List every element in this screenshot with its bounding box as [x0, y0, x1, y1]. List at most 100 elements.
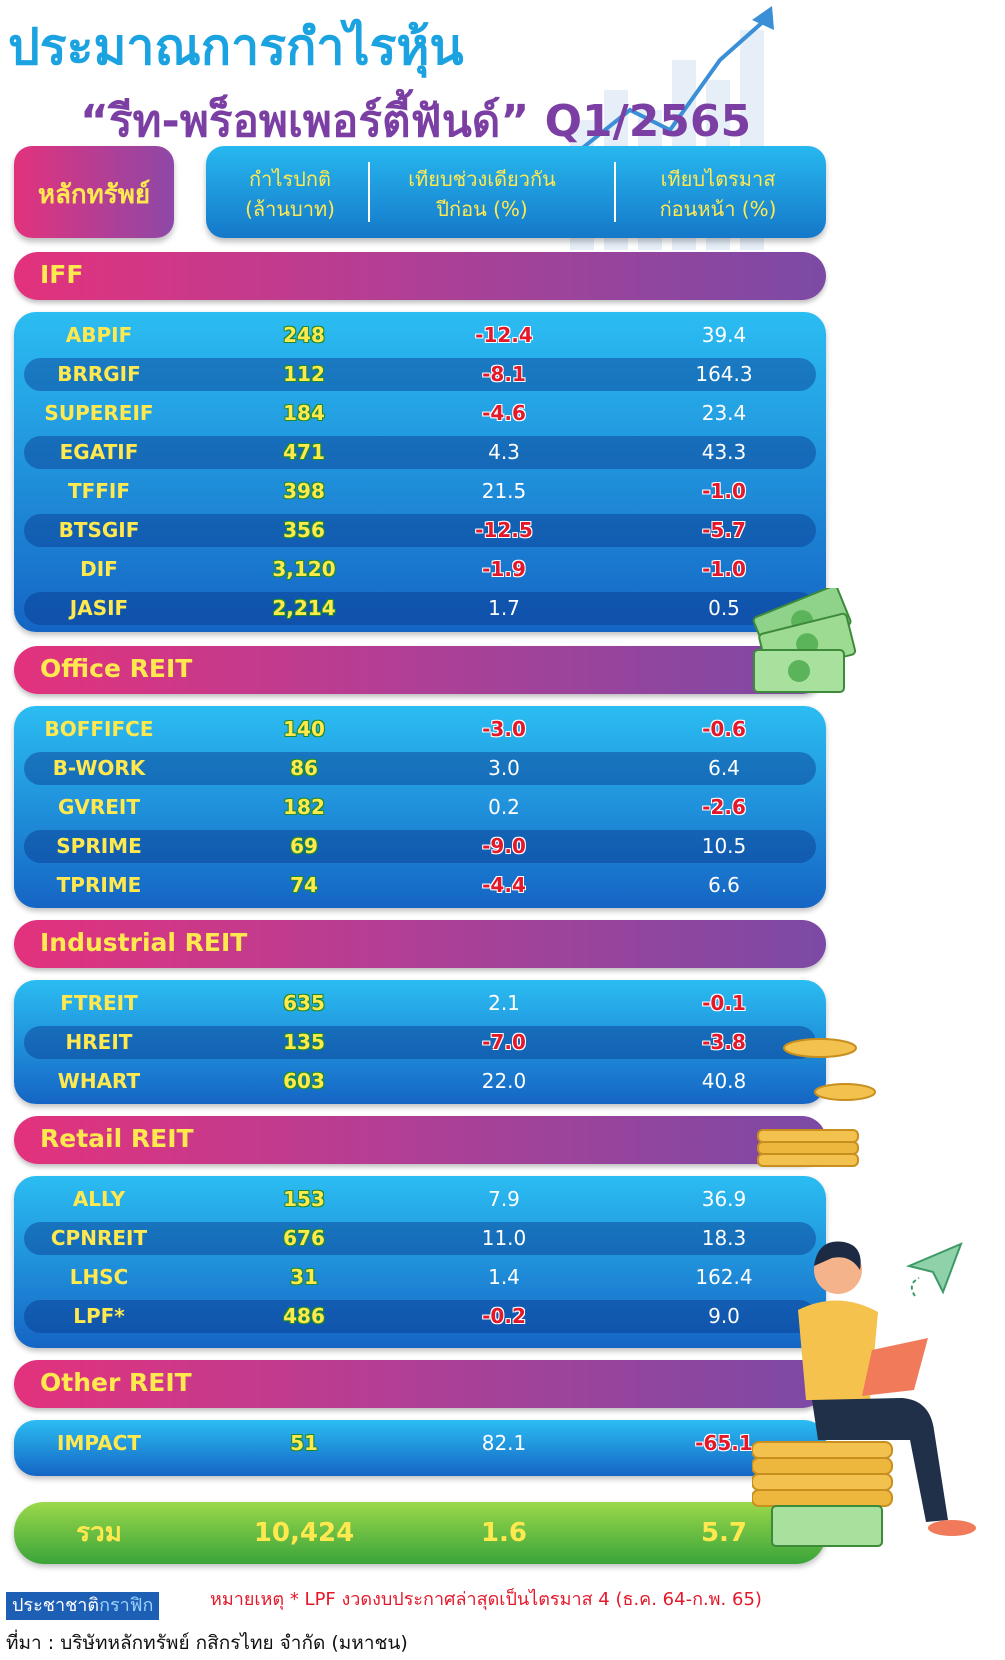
source-text: ที่มา : บริษัทหลักทรัพย์ กสิกรไทย จำกัด … — [6, 1632, 408, 1654]
table-row: FTREIT 635 2.1 -0.1 — [14, 984, 826, 1023]
qoq-change: -1.0 — [702, 557, 746, 581]
profit-value: 182 — [283, 795, 325, 819]
yoy-change: -7.0 — [482, 1030, 526, 1054]
profit-value: 248 — [283, 323, 325, 347]
table-row: B-WORK 86 3.0 6.4 — [14, 749, 826, 788]
person-with-laptop-icon — [752, 1241, 976, 1547]
table-row: GVREIT 182 0.2 -2.6 — [14, 788, 826, 827]
security-name: JASIF — [69, 596, 129, 620]
section-label: Retail REIT — [40, 1124, 194, 1153]
yoy-change: 82.1 — [481, 1431, 527, 1455]
security-name: GVREIT — [57, 795, 141, 819]
title-line-1: ประมาณการกำไรหุ้น — [8, 18, 464, 76]
header-yoy-line1: เทียบช่วงเดียวกัน — [408, 167, 556, 191]
profit-value: 398 — [283, 479, 325, 503]
yoy-change: -12.4 — [475, 323, 533, 347]
table-row: BOFFIFCE 140 -3.0 -0.6 — [14, 710, 826, 749]
security-name: HREIT — [65, 1030, 133, 1054]
security-name: BTSGIF — [58, 518, 140, 542]
qoq-change: 0.5 — [708, 596, 740, 620]
profit-value: 676 — [283, 1226, 325, 1250]
table-row: ALLY 153 7.9 36.9 — [14, 1180, 826, 1219]
yoy-change: -9.0 — [482, 834, 526, 858]
security-name: BOFFIFCE — [44, 717, 154, 741]
table-row: LHSC 31 1.4 162.4 — [14, 1258, 826, 1297]
section-header-office-reit: Office REIT — [14, 646, 826, 694]
security-name: SPRIME — [56, 834, 142, 858]
qoq-change: 36.9 — [701, 1187, 747, 1211]
header-divider — [614, 162, 616, 222]
header-security-box: หลักทรัพย์ — [14, 146, 174, 238]
qoq-change: 9.0 — [708, 1304, 740, 1328]
security-name: IMPACT — [57, 1431, 141, 1455]
profit-value: 603 — [283, 1069, 325, 1093]
profit-value: 112 — [283, 362, 325, 386]
yoy-change: -8.1 — [482, 362, 526, 386]
qoq-change: 6.6 — [708, 873, 740, 897]
title-line-2: “รีท-พร็อพเพอร์ตี้ฟันด์” Q1/2565 — [80, 96, 752, 147]
header-yoy-line2: ปีก่อน (%) — [436, 197, 528, 221]
profit-value: 2,214 — [272, 596, 336, 620]
security-name: CPNREIT — [50, 1226, 148, 1250]
coin-stack-icon — [757, 1038, 876, 1167]
qoq-change: 6.4 — [708, 756, 740, 780]
profit-value: 635 — [283, 991, 325, 1015]
security-name: BRRGIF — [57, 362, 141, 386]
section-panel-office-reit: BOFFIFCE 140 -3.0 -0.6 B-WORK 86 3.0 6.4 GVREIT 1… — [14, 706, 826, 908]
profit-value: 486 — [283, 1304, 325, 1328]
table-row: EGATIF 471 4.3 43.3 — [14, 433, 826, 472]
table-row: TFFIF 398 21.5 -1.0 — [14, 472, 826, 511]
header-profit-line2: (ล้านบาท) — [245, 197, 335, 221]
security-name: SUPEREIF — [44, 401, 154, 425]
security-name: WHART — [57, 1069, 141, 1093]
total-row: รวม 10,424 1.6 5.7 — [14, 1502, 826, 1564]
footnote: หมายเหตุ * LPF งวดงบประกาศล่าสุดเป็นไตรม… — [210, 1589, 762, 1610]
brand-part1: ประชาชาติ — [12, 1595, 100, 1616]
total-qoq: 5.7 — [700, 1518, 748, 1548]
table-row: BTSGIF 356 -12.5 -5.7 — [14, 511, 826, 550]
section-panel-industrial-reit: FTREIT 635 2.1 -0.1 HREIT 135 -7.0 -3.8 WHART 603… — [14, 980, 826, 1104]
qoq-change: 43.3 — [701, 440, 747, 464]
security-name: LHSC — [69, 1265, 129, 1289]
yoy-change: -12.5 — [475, 518, 533, 542]
yoy-change: 21.5 — [481, 479, 527, 503]
header-columns-box: กำไรปกติ (ล้านบาท) เทียบช่วงเดียวกัน ปีก… — [206, 146, 826, 238]
security-name: LPF* — [73, 1304, 125, 1328]
profit-value: 74 — [290, 873, 318, 897]
section-header-retail-reit: Retail REIT — [14, 1116, 826, 1164]
header-qoq: เทียบไตรมาส ก่อนหน้า (%) — [618, 164, 818, 224]
profit-value: 140 — [283, 717, 325, 741]
yoy-change: 0.2 — [488, 795, 520, 819]
profit-value: 471 — [283, 440, 325, 464]
table-row: HREIT 135 -7.0 -3.8 — [14, 1023, 826, 1062]
table-row: DIF 3,120 -1.9 -1.0 — [14, 550, 826, 589]
qoq-change: -2.6 — [702, 795, 746, 819]
yoy-change: 22.0 — [481, 1069, 527, 1093]
yoy-change: 11.0 — [481, 1226, 527, 1250]
yoy-change: -0.2 — [482, 1304, 526, 1328]
banknotes-icon — [752, 588, 857, 693]
section-header-industrial-reit: Industrial REIT — [14, 920, 826, 968]
yoy-change: 2.1 — [488, 991, 520, 1015]
section-label: IFF — [40, 260, 84, 289]
yoy-change: 1.7 — [488, 596, 520, 620]
header-security-label: หลักทรัพย์ — [37, 180, 151, 210]
security-name: B-WORK — [52, 756, 146, 780]
profit-value: 86 — [290, 756, 318, 780]
table-row: CPNREIT 676 11.0 18.3 — [14, 1219, 826, 1258]
yoy-change: 3.0 — [488, 756, 520, 780]
qoq-change: 10.5 — [701, 834, 747, 858]
profit-value: 31 — [290, 1265, 318, 1289]
header-profit: กำไรปกติ (ล้านบาท) — [206, 164, 374, 224]
section-header-iff: IFF — [14, 252, 826, 300]
security-name: ABPIF — [65, 323, 133, 347]
table-row: IMPACT 51 82.1 -65.1 — [14, 1424, 826, 1463]
total-profit: 10,424 — [253, 1518, 355, 1548]
security-name: DIF — [80, 557, 118, 581]
security-name: TPRIME — [56, 873, 142, 897]
qoq-change: -0.1 — [702, 991, 746, 1015]
total-label: รวม — [76, 1518, 122, 1548]
section-header-other-reit: Other REIT — [14, 1360, 826, 1408]
section-label: Industrial REIT — [40, 928, 248, 957]
profit-value: 135 — [283, 1030, 325, 1054]
